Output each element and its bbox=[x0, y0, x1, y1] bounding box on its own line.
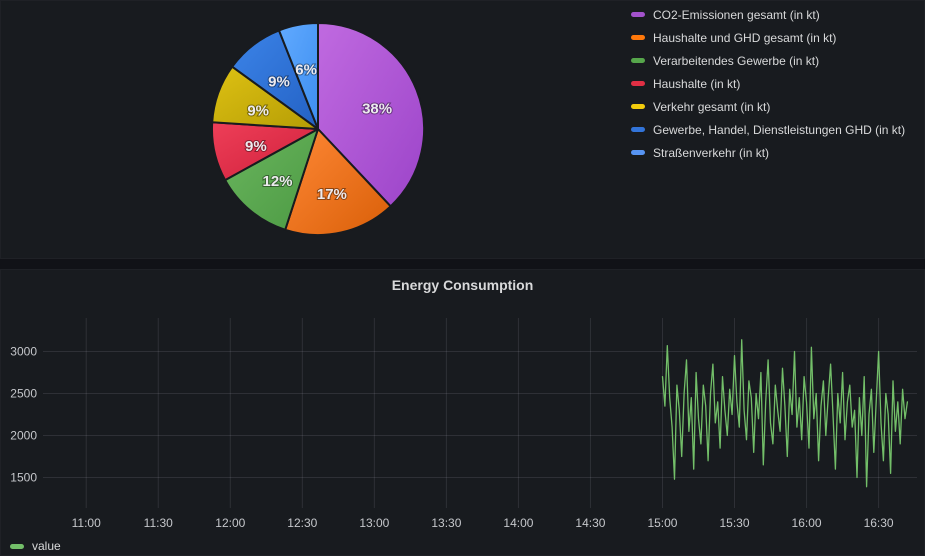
legend-color-swatch bbox=[631, 127, 645, 132]
x-axis-tick-label: 14:30 bbox=[575, 516, 605, 530]
pie-chart: 38% 17% 12% 9% 9% 9% 6% bbox=[211, 21, 426, 237]
pie-slice-label: 9% bbox=[245, 138, 267, 155]
x-axis-tick-label: 13:30 bbox=[431, 516, 461, 530]
legend-color-swatch bbox=[631, 58, 645, 63]
legend-color-swatch bbox=[631, 12, 645, 17]
pie-slice-label: 17% bbox=[317, 186, 347, 203]
timeseries-panel: Energy Consumption 1500 2000 2500 3000 11:00… bbox=[0, 269, 925, 556]
pie-slice-label: 12% bbox=[262, 173, 292, 190]
x-axis-tick-label: 11:30 bbox=[144, 516, 173, 530]
y-axis-tick-label: 3000 bbox=[10, 345, 37, 359]
pie-legend-item[interactable]: Verkehr gesamt (in kt) bbox=[631, 95, 905, 118]
pie-slice-label: 38% bbox=[362, 101, 392, 118]
x-axis-tick-label: 16:30 bbox=[864, 516, 894, 530]
legend-item-label: Verkehr gesamt (in kt) bbox=[653, 99, 771, 114]
series-legend-label[interactable]: value bbox=[32, 539, 61, 553]
legend-color-swatch bbox=[631, 81, 645, 86]
pie-legend: CO2-Emissionen gesamt (in kt) Haushalte u… bbox=[631, 3, 905, 164]
legend-color-swatch bbox=[631, 104, 645, 109]
x-axis-tick-label: 12:30 bbox=[287, 516, 317, 530]
x-axis-tick-label: 11:00 bbox=[72, 516, 101, 530]
timeseries-legend[interactable]: value bbox=[10, 539, 61, 553]
series-color-swatch bbox=[10, 543, 24, 549]
x-axis-tick-label: 13:00 bbox=[359, 516, 389, 530]
pie-panel: 38% 17% 12% 9% 9% 9% 6% CO2-Emissionen gesamt … bbox=[0, 0, 925, 259]
y-axis-tick-label: 2000 bbox=[10, 429, 37, 443]
pie-slice[interactable] bbox=[317, 22, 426, 208]
pie-legend-item[interactable]: Gewerbe, Handel, Dienstleistungen GHD (i… bbox=[631, 118, 905, 141]
timeseries-chart[interactable]: 1500 2000 2500 3000 11:00 11:30 12:00 12:30 13:0… bbox=[0, 269, 925, 556]
legend-item-label: Haushalte (in kt) bbox=[653, 76, 741, 91]
x-axis-tick-label: 16:00 bbox=[792, 516, 822, 530]
pie-slice[interactable] bbox=[284, 128, 392, 237]
legend-item-label: Haushalte und GHD gesamt (in kt) bbox=[653, 30, 837, 45]
pie-legend-item[interactable]: CO2-Emissionen gesamt (in kt) bbox=[631, 3, 905, 26]
y-axis-tick-label: 2500 bbox=[10, 387, 37, 401]
x-axis-tick-label: 14:00 bbox=[503, 516, 533, 530]
legend-item-label: Verarbeitendes Gewerbe (in kt) bbox=[653, 53, 820, 68]
legend-item-label: Gewerbe, Handel, Dienstleistungen GHD (i… bbox=[653, 122, 906, 137]
y-axis-tick-label: 1500 bbox=[10, 471, 37, 485]
panel-title[interactable]: Energy Consumption bbox=[391, 277, 534, 293]
x-axis-tick-label: 15:30 bbox=[720, 516, 750, 530]
x-axis-tick-label: 12:00 bbox=[215, 516, 245, 530]
pie-legend-item[interactable]: Haushalte (in kt) bbox=[631, 72, 905, 95]
legend-color-swatch bbox=[631, 35, 645, 40]
pie-slice[interactable] bbox=[224, 128, 319, 231]
legend-color-swatch bbox=[631, 150, 645, 155]
legend-item-label: CO2-Emissionen gesamt (in kt) bbox=[653, 7, 820, 22]
legend-item-label: Straßenverkehr (in kt) bbox=[653, 145, 770, 160]
series-line[interactable] bbox=[661, 339, 909, 488]
pie-slice[interactable] bbox=[278, 21, 319, 130]
pie-legend-item[interactable]: Verarbeitendes Gewerbe (in kt) bbox=[631, 49, 905, 72]
pie-slice-label: 9% bbox=[268, 74, 290, 91]
x-axis-tick-label: 15:00 bbox=[647, 516, 677, 530]
pie-legend-item[interactable]: Straßenverkehr (in kt) bbox=[631, 141, 905, 164]
pie-slice-label: 9% bbox=[247, 103, 269, 120]
pie-legend-item[interactable]: Haushalte und GHD gesamt (in kt) bbox=[631, 26, 905, 49]
pie-slice-label: 6% bbox=[295, 62, 317, 79]
